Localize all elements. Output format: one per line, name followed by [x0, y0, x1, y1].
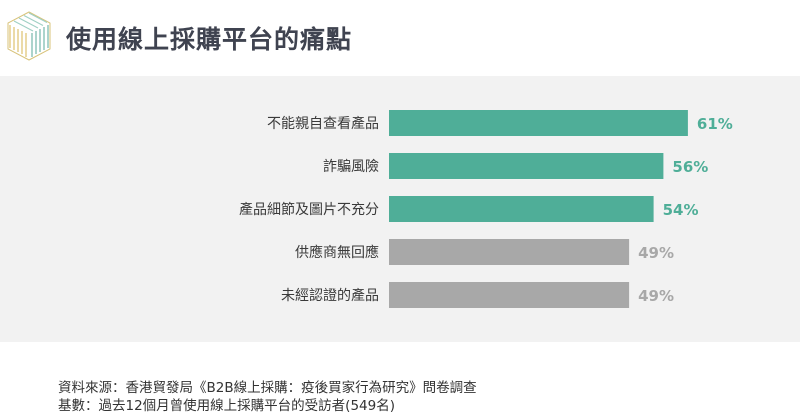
category-label: 產品細節及圖片不充分: [239, 201, 379, 218]
value-label: 61%: [697, 115, 733, 133]
value-label: 49%: [638, 244, 674, 262]
value-label: 49%: [638, 287, 674, 305]
page-title: 使用線上採購平台的痛點: [66, 25, 353, 54]
category-label: 詐騙風險: [323, 159, 379, 175]
category-label: 供應商無回應: [295, 244, 379, 261]
header: 使用線上採購平台的痛點: [0, 0, 800, 76]
bar: [389, 196, 654, 222]
bar: [389, 239, 630, 265]
bar: [389, 282, 630, 308]
value-label: 54%: [663, 201, 699, 219]
chart-panel: 不能親自查看產品 61% 詐騙風險 56% 產品細節及圖片不充分 54% 供應商無回應 49%…: [0, 76, 800, 342]
footer: 資料來源：香港貿發局《B2B線上採購：疫後買家行為研究》問卷調查 基數：過去12…: [0, 342, 800, 415]
base-note: 基數：過去12個月曾使用線上採購平台的受訪者(549名): [58, 398, 395, 414]
bar: [389, 110, 688, 136]
value-label: 56%: [672, 158, 708, 176]
striped-cube-icon: [7, 11, 51, 61]
category-label: 不能親自查看產品: [267, 115, 379, 132]
bar-chart: 不能親自查看產品 61% 詐騙風險 56% 產品細節及圖片不充分 54% 供應商無回應 49%…: [239, 110, 733, 308]
bar: [389, 153, 664, 179]
category-label: 未經認證的產品: [281, 287, 379, 304]
source-note: 資料來源：香港貿發局《B2B線上採購：疫後買家行為研究》問卷調查: [58, 380, 477, 396]
